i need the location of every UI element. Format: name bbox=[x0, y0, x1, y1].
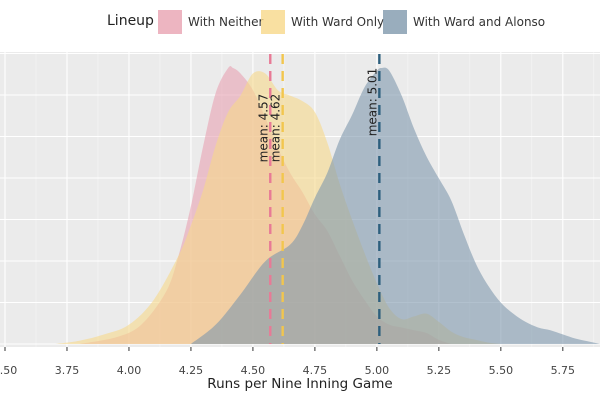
legend-title: Lineup bbox=[107, 13, 154, 29]
legend-label-with-ward-and-alonso: With Ward and Alonso bbox=[413, 15, 546, 29]
x-tick-label: 5.25 bbox=[427, 364, 452, 377]
legend-swatch-with-ward-only bbox=[261, 10, 285, 34]
x-tick-label: 4.50 bbox=[241, 364, 266, 377]
x-tick-label: 5.75 bbox=[551, 364, 576, 377]
x-tick-label: 5.50 bbox=[489, 364, 514, 377]
x-axis-label: Runs per Nine Inning Game bbox=[207, 376, 393, 392]
legend-label-with-ward-only: With Ward Only bbox=[291, 15, 385, 29]
x-tick-label: 4.75 bbox=[303, 364, 328, 377]
legend-swatch-with-ward-and-alonso bbox=[383, 10, 407, 34]
mean-label-with-ward-only: mean: 4.62 bbox=[269, 94, 283, 163]
x-tick-label: 3.75 bbox=[55, 364, 80, 377]
density-area-with-ward-only bbox=[54, 71, 501, 344]
area-layer bbox=[54, 65, 600, 345]
tick-layer: 3.50 3.75 4.00 4.25 4.50 4.75 5.00 5.25 5.50 5.75 bbox=[0, 347, 575, 377]
x-tick-label: 3.50 bbox=[0, 364, 17, 377]
x-tick-label: 4.25 bbox=[179, 364, 204, 377]
legend-swatch-with-neither bbox=[158, 10, 182, 34]
mean-label-with-ward-and-alonso: mean: 5.01 bbox=[365, 68, 379, 137]
legend-label-with-neither: With Neither bbox=[188, 15, 264, 29]
density-area-with-ward-and-alonso bbox=[190, 67, 600, 345]
x-tick-label: 5.00 bbox=[365, 364, 390, 377]
mean-label-with-neither: mean: 4.57 bbox=[256, 94, 270, 163]
x-tick-label: 4.00 bbox=[117, 364, 142, 377]
legend: Lineup With Neither With Ward Only With … bbox=[0, 0, 600, 44]
